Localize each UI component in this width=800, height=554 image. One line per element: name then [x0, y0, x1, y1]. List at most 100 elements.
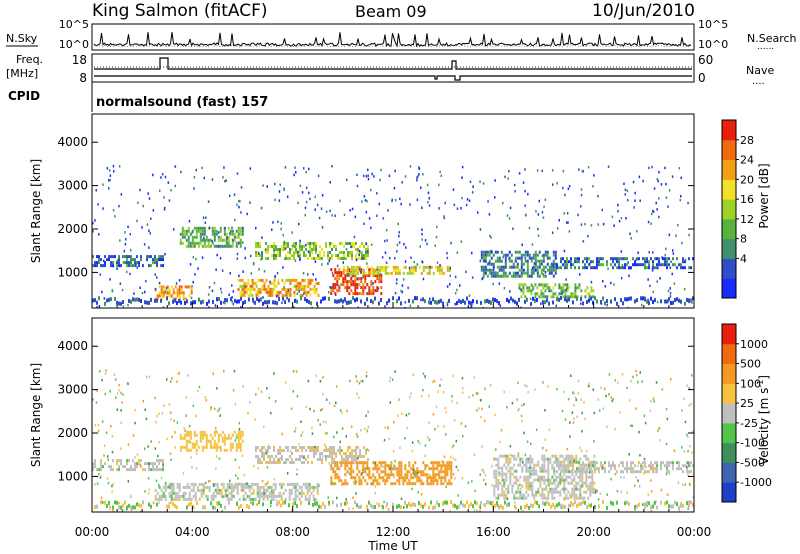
power-cell	[366, 292, 369, 296]
velocity-cell	[654, 470, 657, 473]
power-cell	[213, 229, 216, 233]
velocity-cell	[388, 476, 391, 480]
velocity-cell	[189, 448, 192, 452]
power-cell	[560, 260, 562, 264]
velocity-cell	[173, 419, 175, 422]
velocity-cell	[450, 476, 453, 480]
velocity-cell	[239, 430, 242, 434]
power-cell	[546, 298, 548, 303]
velocity-cell	[297, 449, 299, 452]
power-cell	[412, 271, 415, 275]
velocity-cell	[302, 491, 305, 495]
power-cell	[213, 235, 216, 239]
velocity-cell	[622, 464, 624, 468]
velocity-cell	[279, 449, 281, 452]
power-cell	[180, 291, 183, 295]
velocity-cell	[525, 475, 528, 479]
power-cell	[335, 254, 337, 257]
power-cell	[514, 259, 517, 263]
power-cell	[668, 189, 671, 192]
velocity-cell	[384, 470, 387, 474]
power-cell	[439, 170, 441, 174]
power-cell	[424, 239, 427, 242]
velocity-cell	[176, 380, 178, 383]
velocity-cell	[571, 469, 574, 473]
velocity-cell	[268, 485, 271, 489]
velocity-cell	[213, 430, 216, 434]
power-cell	[154, 255, 156, 259]
velocity-cell	[263, 425, 265, 428]
velocity-cell	[394, 467, 397, 471]
power-cell	[568, 295, 571, 299]
velocity-cell	[168, 403, 171, 406]
power-cell	[278, 199, 281, 202]
power-cell	[95, 189, 97, 192]
power-cell	[299, 242, 301, 245]
velocity-cell	[575, 472, 578, 476]
velocity-cell	[502, 505, 504, 510]
power-cell	[261, 257, 263, 260]
power-cell	[164, 252, 166, 256]
power-cell	[656, 280, 658, 283]
velocity-cell	[308, 488, 311, 492]
velocity-cell	[343, 452, 345, 455]
power-cell	[241, 290, 244, 294]
power-cell	[273, 245, 275, 248]
velocity-cell	[285, 461, 287, 464]
power-cell	[346, 301, 348, 305]
velocity-cell	[365, 452, 367, 455]
velocity-cell	[182, 494, 185, 498]
power-cell	[251, 284, 254, 288]
velocity-cell	[446, 470, 449, 474]
power-cell	[321, 248, 323, 251]
power-cell	[392, 265, 395, 269]
velocity-cell	[501, 487, 504, 491]
power-cell	[241, 293, 244, 297]
velocity-cell	[432, 482, 435, 486]
velocity-cell	[340, 479, 343, 483]
power-cell	[378, 268, 381, 272]
power-cell	[562, 295, 565, 299]
power-cell	[208, 299, 210, 304]
power-cell	[301, 248, 303, 251]
power-cell	[338, 289, 341, 293]
velocity-cell	[361, 469, 364, 472]
power-cell	[494, 271, 497, 274]
power-cell	[305, 186, 308, 190]
velocity-cell	[257, 458, 259, 461]
velocity-cell	[576, 415, 578, 419]
velocity-cell	[531, 466, 534, 470]
power-cell	[330, 292, 333, 296]
velocity-cell	[193, 430, 196, 434]
velocity-cell	[412, 464, 415, 468]
power-cell	[538, 265, 541, 269]
velocity-cell	[408, 464, 411, 468]
power-cell	[633, 206, 635, 209]
power-cell	[174, 285, 177, 289]
power-cell	[352, 265, 355, 269]
power-cell	[100, 258, 102, 262]
power-cell	[184, 285, 187, 289]
velocity-cell	[509, 481, 512, 485]
power-cell	[257, 245, 259, 248]
power-cell	[612, 257, 614, 261]
power-cell	[486, 253, 489, 257]
velocity-cell	[513, 454, 516, 458]
velocity-cell	[519, 475, 522, 479]
power-cell	[370, 243, 373, 246]
power-cell	[498, 259, 501, 263]
velocity-cell	[577, 392, 580, 395]
velocity-cell	[296, 494, 299, 498]
velocity-cell	[575, 460, 578, 464]
velocity-cell	[666, 470, 668, 474]
power-cell	[524, 271, 527, 275]
velocity-cell	[666, 500, 668, 505]
velocity-cell	[344, 464, 347, 468]
power-cell	[156, 264, 158, 268]
power-cell	[148, 229, 150, 232]
power-cell	[617, 203, 619, 207]
power-cell	[213, 244, 216, 248]
power-cell	[392, 296, 394, 301]
power-cell	[668, 233, 671, 237]
power-cell	[114, 215, 116, 218]
